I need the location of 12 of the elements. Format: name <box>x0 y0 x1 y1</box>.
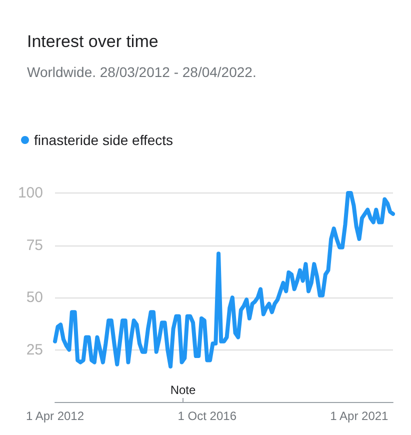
y-tick-label: 75 <box>26 236 43 254</box>
y-tick-label: 50 <box>26 289 43 306</box>
chart-title: Interest over time <box>27 32 158 51</box>
x-tick-label: 1 Apr 2021 <box>330 409 389 423</box>
y-tick-label: 25 <box>26 341 43 358</box>
line-series <box>53 191 395 368</box>
x-tick-label: 1 Apr 2012 <box>26 409 84 423</box>
y-tick-label: 100 <box>18 184 43 202</box>
chart-subtitle: Worldwide. 28/03/2012 - 28/04/2022. <box>27 64 256 80</box>
legend-label: finasteride side effects <box>34 132 174 148</box>
annotation: Note <box>170 383 196 397</box>
x-tick-label: 1 Oct 2016 <box>178 409 237 423</box>
